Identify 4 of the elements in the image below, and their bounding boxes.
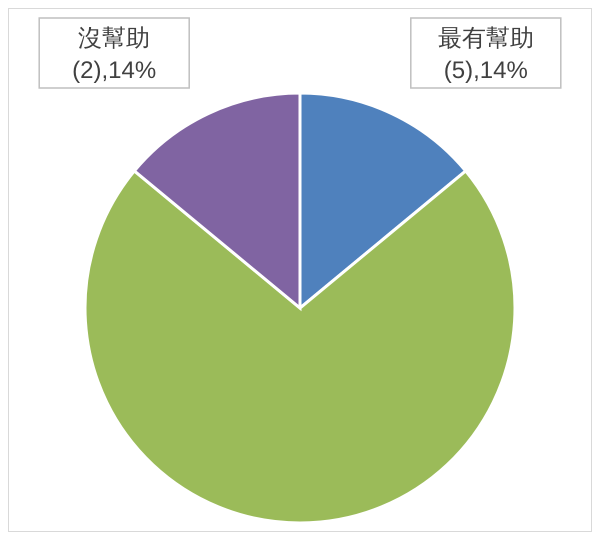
- slice-label: 沒幫助: [78, 25, 150, 52]
- data-label: (2),14%: [72, 57, 156, 84]
- slice-label: 最有幫助: [438, 25, 534, 52]
- data-label: (5),14%: [444, 57, 528, 84]
